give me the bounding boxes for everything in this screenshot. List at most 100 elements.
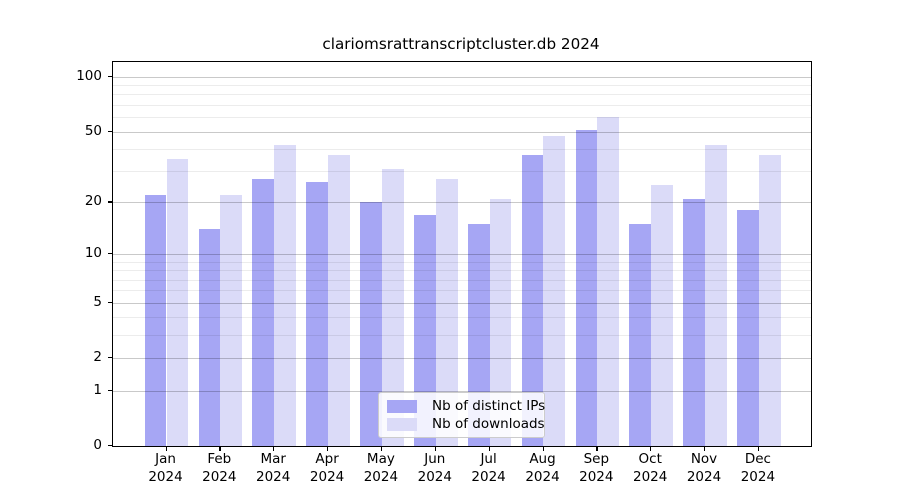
gridline-minor xyxy=(113,261,811,263)
y-axis-tick xyxy=(107,201,112,203)
x-tick-month: Dec xyxy=(744,451,771,467)
y-axis-tick xyxy=(107,301,112,303)
x-axis-tick xyxy=(380,446,383,451)
gridline-minor xyxy=(113,105,811,106)
gridline-major xyxy=(113,131,811,133)
x-tick-year: 2024 xyxy=(686,468,722,485)
bar-distinct-ips xyxy=(683,198,705,446)
x-axis-tick xyxy=(434,446,437,451)
gridline-minor xyxy=(113,270,811,272)
x-tick-year: 2024 xyxy=(148,468,183,485)
gridline-major xyxy=(113,202,811,204)
x-axis-tick-label: Sep 2024 xyxy=(564,451,628,486)
bar-downloads xyxy=(274,145,296,446)
bar-distinct-ips xyxy=(521,155,544,446)
legend-swatch-downloads xyxy=(387,417,417,431)
gridline-minor xyxy=(113,148,811,150)
legend-label-downloads: Nb of downloads xyxy=(432,416,545,432)
bar-downloads xyxy=(489,198,512,446)
x-tick-month: Jun xyxy=(424,451,446,467)
gridline-minor xyxy=(113,335,811,337)
bar-distinct-ips xyxy=(629,224,652,446)
y-axis-tick-label: 5 xyxy=(93,293,102,310)
x-tick-year: 2024 xyxy=(309,468,345,485)
bar-distinct-ips xyxy=(737,210,759,446)
x-axis-tick xyxy=(219,446,221,451)
x-axis-tick-label: Mar 2024 xyxy=(241,451,305,486)
y-axis-tick-label: 20 xyxy=(84,193,102,210)
y-axis-tick-label: 0 xyxy=(93,437,102,453)
bar-distinct-ips xyxy=(575,129,598,446)
gridline-minor xyxy=(113,290,811,292)
x-axis-tick xyxy=(542,446,544,451)
x-axis-tick xyxy=(757,446,760,451)
bar-downloads xyxy=(220,195,243,446)
x-tick-year: 2024 xyxy=(417,468,452,485)
bar-downloads xyxy=(435,179,458,446)
x-tick-month: May xyxy=(366,451,395,467)
x-axis-tick-label: Dec 2024 xyxy=(726,451,790,486)
gridline-major xyxy=(113,390,811,392)
bar-distinct-ips xyxy=(467,224,490,446)
y-axis-tick xyxy=(107,130,112,132)
gridline-minor xyxy=(113,279,811,281)
legend-swatch-distinct-ips xyxy=(387,399,417,413)
plot-area xyxy=(112,61,812,447)
bar-distinct-ips xyxy=(413,214,436,446)
x-tick-month: Oct xyxy=(638,451,662,467)
gridline-minor xyxy=(113,317,811,319)
y-axis-tick-label: 100 xyxy=(76,67,102,84)
x-axis-tick-label: Jun 2024 xyxy=(403,451,467,486)
legend: Nb of distinct IPs Nb of downloads xyxy=(378,392,545,438)
x-axis-tick xyxy=(327,446,329,451)
bar-downloads xyxy=(651,185,673,446)
x-axis-tick-label: Jan 2024 xyxy=(134,451,198,486)
legend-label-distinct-ips: Nb of distinct IPs xyxy=(432,398,546,414)
x-axis-tick-label: Jul 2024 xyxy=(457,451,521,486)
x-tick-month: Feb xyxy=(207,451,232,467)
y-axis-tick-label: 1 xyxy=(93,381,102,398)
bar-downloads xyxy=(705,145,727,446)
x-axis-tick-label: Nov 2024 xyxy=(672,451,736,486)
x-axis-tick xyxy=(488,446,490,451)
x-tick-year: 2024 xyxy=(633,468,668,485)
x-axis-tick xyxy=(650,446,652,451)
x-axis-tick xyxy=(596,446,598,451)
bar-distinct-ips xyxy=(252,179,275,446)
bar-distinct-ips xyxy=(306,182,329,446)
x-tick-year: 2024 xyxy=(471,468,506,485)
y-axis-tick xyxy=(107,389,112,391)
chart-title: clariomsrattranscriptcluster.db 2024 xyxy=(322,35,600,53)
bar-distinct-ips xyxy=(198,229,221,446)
x-tick-month: Nov xyxy=(690,451,718,467)
gridline-minor xyxy=(113,85,811,87)
gridline-major xyxy=(113,76,811,78)
y-axis-tick-label: 2 xyxy=(93,349,102,366)
legend-entry-downloads: Nb of downloads xyxy=(387,416,545,432)
x-tick-year: 2024 xyxy=(202,468,237,485)
x-tick-month: Sep xyxy=(583,451,610,467)
y-axis-tick-label: 50 xyxy=(84,122,102,139)
bar-downloads xyxy=(381,168,404,446)
x-axis-tick-label: Oct 2024 xyxy=(618,451,682,486)
x-tick-year: 2024 xyxy=(525,468,560,485)
x-tick-month: Jul xyxy=(480,451,497,467)
y-axis-tick xyxy=(107,357,112,359)
bar-downloads xyxy=(543,136,566,446)
bar-downloads xyxy=(328,155,350,446)
gridline-major xyxy=(113,302,811,304)
x-tick-year: 2024 xyxy=(256,468,291,485)
x-axis-tick-label: Feb 2024 xyxy=(187,451,251,486)
x-tick-month: Aug xyxy=(529,451,556,467)
x-tick-month: Apr xyxy=(315,451,339,467)
x-tick-month: Jan xyxy=(155,451,176,467)
x-axis-tick xyxy=(273,446,275,451)
y-axis-tick xyxy=(107,253,112,255)
x-tick-year: 2024 xyxy=(363,468,399,485)
bar-distinct-ips xyxy=(144,195,167,446)
gridline-major xyxy=(113,358,811,360)
x-axis-tick-label: Apr 2024 xyxy=(295,451,359,486)
x-axis-tick xyxy=(704,446,706,451)
bar-downloads xyxy=(758,155,781,446)
